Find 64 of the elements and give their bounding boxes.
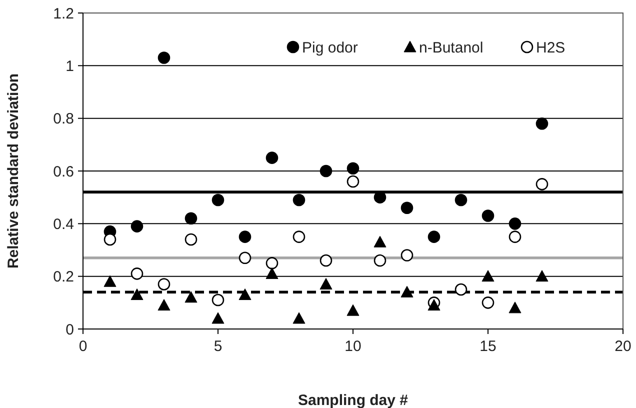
point [266, 152, 278, 164]
point [536, 178, 548, 190]
point [508, 230, 522, 243]
legend-label: n-Butanol [419, 39, 484, 56]
x-tick-label: 0 [78, 338, 88, 355]
point [536, 117, 548, 130]
point [104, 275, 116, 287]
point [184, 291, 198, 303]
x-tick-label: 20 [614, 338, 632, 355]
point [346, 175, 360, 188]
point [158, 52, 170, 64]
point [320, 254, 332, 267]
point [508, 302, 522, 314]
point [130, 268, 144, 280]
point [482, 296, 494, 309]
point [400, 286, 414, 298]
point [130, 288, 144, 300]
point [428, 299, 440, 311]
point [104, 233, 116, 246]
point [184, 212, 198, 225]
point [374, 254, 386, 267]
point [428, 230, 440, 243]
x-tick-label: 10 [344, 338, 362, 355]
point [238, 230, 252, 243]
legend-label: H2S [536, 39, 566, 56]
point [266, 267, 278, 279]
point [346, 304, 360, 316]
point [212, 294, 224, 306]
point [158, 278, 170, 290]
y-axis-title: Relative standard deviation [5, 73, 22, 269]
point [400, 202, 414, 214]
point [482, 270, 494, 282]
legend-label: Pig odor [302, 39, 358, 56]
point [454, 283, 468, 296]
x-tick-label: 15 [480, 338, 496, 355]
x-axis-title: Sampling day # [298, 392, 409, 408]
point [320, 164, 332, 178]
point [536, 270, 548, 282]
y-tick-label: 1 [66, 58, 74, 75]
x-tick-label: 5 [214, 338, 222, 355]
point [238, 288, 252, 300]
point [266, 257, 278, 270]
point [400, 249, 414, 262]
y-tick-label: 0.2 [53, 268, 74, 286]
point [482, 210, 494, 222]
point [292, 312, 306, 324]
y-tick-label: 0.6 [53, 163, 74, 180]
point [454, 194, 468, 206]
point [346, 162, 360, 175]
point [508, 218, 522, 230]
point [292, 194, 306, 206]
point [292, 230, 306, 243]
point [374, 236, 386, 248]
y-tick-label: 0 [66, 321, 74, 338]
y-tick-label: 1.2 [53, 5, 74, 22]
point [212, 312, 224, 324]
point [238, 252, 252, 264]
point [184, 233, 198, 246]
point [130, 220, 144, 232]
point [320, 278, 332, 290]
y-tick-label: 0.8 [53, 110, 74, 128]
point [212, 194, 224, 206]
point [158, 299, 170, 311]
y-tick-label: 0.4 [53, 216, 74, 233]
